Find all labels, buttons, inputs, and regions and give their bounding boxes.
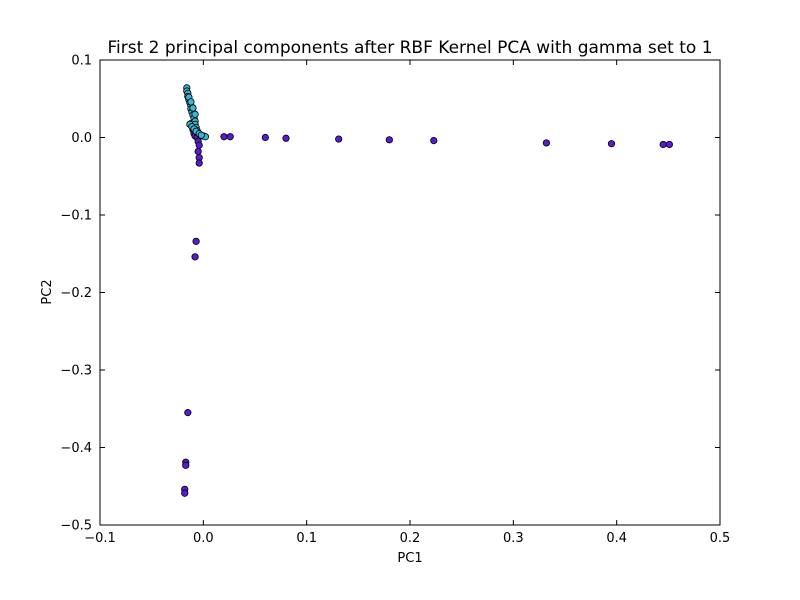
x-axis-label: PC1	[397, 551, 422, 566]
y-axis-label: PC2	[40, 279, 55, 304]
scatter-point	[385, 136, 393, 144]
y-tick-label: −0.5	[60, 519, 92, 534]
y-tick-label: 0.0	[71, 131, 92, 146]
x-tick-label: −0.1	[84, 531, 116, 546]
scatter-point	[189, 104, 197, 112]
scatter-point	[226, 133, 234, 141]
x-tick-label: 0.3	[503, 531, 524, 546]
x-tick-label: 0.5	[710, 531, 731, 546]
scatter-point	[282, 134, 290, 142]
y-axis-ticks: −0.5 −0.4 −0.3 −0.2 −0.1 0.0 0.1	[60, 54, 720, 534]
plot-points	[181, 84, 673, 497]
scatter-point	[192, 237, 200, 245]
scatter-point	[194, 147, 202, 156]
scatter-point	[430, 137, 438, 145]
y-tick-label: −0.3	[60, 364, 92, 379]
y-tick-label: 0.1	[71, 54, 92, 69]
scatter-point	[659, 140, 667, 149]
scatter-point	[607, 140, 616, 148]
scatter-point	[195, 141, 203, 149]
scatter-point	[195, 159, 203, 167]
scatter-point	[191, 253, 199, 261]
scatter-point	[184, 409, 192, 417]
scatter-point	[191, 110, 199, 118]
x-tick-label: 0.2	[400, 531, 421, 546]
chart-title: First 2 principal components after RBF K…	[107, 38, 712, 58]
x-tick-label: 0.4	[606, 531, 627, 546]
scatter-point	[182, 461, 190, 469]
scatter-point	[665, 140, 673, 149]
y-tick-label: −0.1	[60, 209, 92, 224]
x-tick-label: 0.1	[296, 531, 317, 546]
scatter-point	[261, 133, 269, 142]
scatter-point	[335, 135, 343, 143]
scatter-point	[181, 489, 189, 497]
x-tick-label: 0.0	[193, 531, 214, 546]
y-tick-label: −0.4	[60, 441, 92, 456]
x-axis-ticks: −0.1 0.0 0.1 0.2 0.3 0.4 0.5	[84, 60, 730, 546]
scatter-point	[220, 133, 228, 141]
scatter-point	[542, 139, 551, 147]
scatter-point	[187, 98, 195, 106]
scatter-point	[197, 131, 205, 139]
y-tick-label: −0.2	[60, 286, 92, 301]
